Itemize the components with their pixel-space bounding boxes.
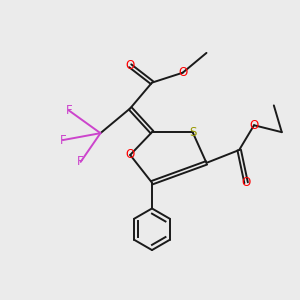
Text: O: O	[126, 148, 135, 161]
Text: F: F	[77, 155, 84, 168]
Text: F: F	[59, 134, 66, 147]
Text: F: F	[65, 104, 72, 117]
Text: O: O	[178, 66, 187, 79]
Text: O: O	[249, 119, 259, 132]
Text: O: O	[242, 176, 251, 189]
Text: O: O	[126, 59, 135, 72]
Text: S: S	[189, 126, 196, 139]
